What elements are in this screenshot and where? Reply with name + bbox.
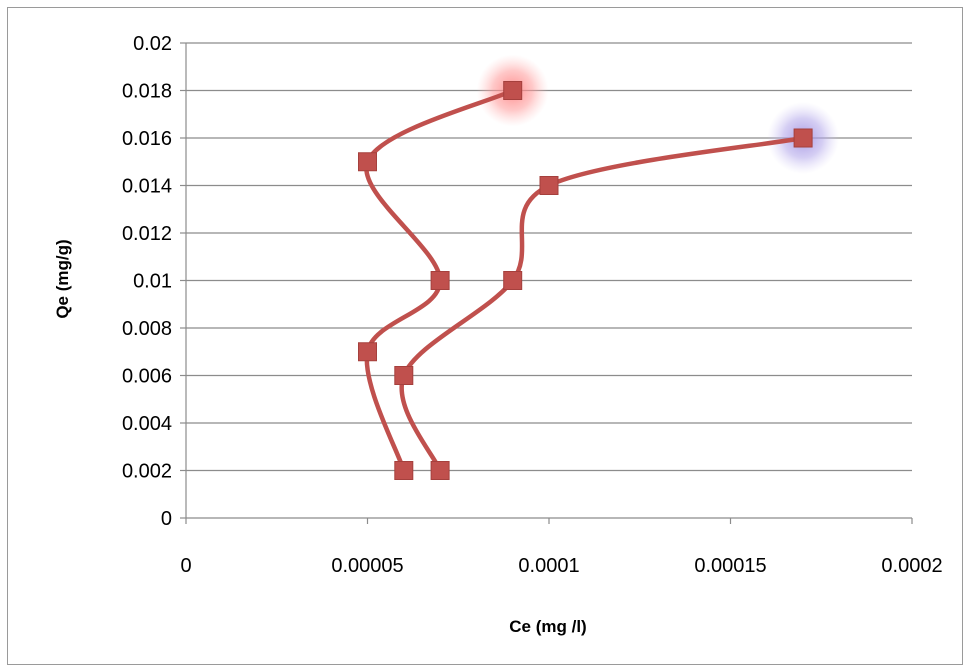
y-tick-label: 0.006: [122, 366, 172, 388]
data-point: [503, 271, 523, 290]
y-tick-label: 0.008: [122, 318, 172, 340]
x-tick-label: 0.0001: [518, 555, 579, 577]
y-tick-label: 0: [161, 508, 172, 530]
x-tick-label: 0.0002: [881, 555, 942, 577]
data-point: [394, 366, 414, 385]
data-point: [539, 176, 559, 195]
data-point: [793, 128, 813, 148]
y-axis-title: Qe (mg/g): [53, 239, 72, 318]
data-point: [358, 342, 377, 362]
y-tick-label: 0.016: [122, 128, 172, 150]
x-tick-label: 0.00005: [331, 555, 403, 577]
y-tick-label: 0.012: [122, 223, 172, 245]
y-tick-label: 0.01: [133, 271, 172, 293]
y-tick-label: 0.014: [122, 176, 172, 198]
data-point: [394, 461, 414, 480]
x-axis-title: Ce (mg /l): [509, 617, 586, 636]
y-tick-label: 0.004: [122, 413, 172, 435]
y-tick-label: 0.002: [122, 461, 172, 483]
data-point: [430, 271, 450, 290]
series-line: [399, 135, 804, 472]
x-tick-label: 0.00015: [694, 555, 766, 577]
y-tick-label: 0.02: [133, 33, 172, 55]
data-point: [358, 152, 377, 172]
data-point: [430, 461, 450, 480]
data-point: [503, 81, 523, 100]
y-tick-label: 0.018: [122, 81, 172, 103]
x-tick-label: 0: [180, 555, 191, 577]
